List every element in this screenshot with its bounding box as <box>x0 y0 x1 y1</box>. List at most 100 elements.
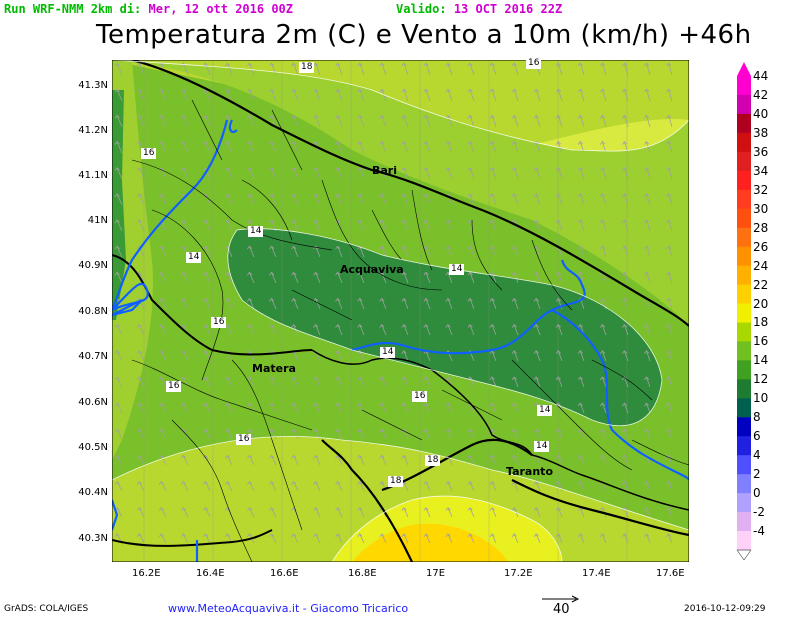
coastline-north <box>131 60 689 327</box>
legend-value: 24 <box>753 258 769 273</box>
legend-swatch <box>737 132 751 153</box>
contour-label: 14 <box>537 405 553 416</box>
city-acquaviva: Acquaviva <box>340 263 404 276</box>
legend-value: -4 <box>753 524 765 539</box>
lat-label: 41.3N <box>78 80 108 91</box>
legend-value: 0 <box>753 486 761 501</box>
contour-label: 14 <box>380 347 396 358</box>
city-taranto: Taranto <box>506 465 554 478</box>
legend-swatch <box>737 265 751 286</box>
map-title: Temperatura 2m (C) e Vento a 10m (km/h) … <box>96 20 752 50</box>
legend-top-arrow <box>737 62 751 76</box>
contour-label: 14 <box>534 441 550 452</box>
legend-value: 40 <box>753 106 769 121</box>
cold-core <box>227 228 662 426</box>
legend-value: 6 <box>753 429 761 444</box>
legend-swatch <box>737 379 751 399</box>
contour-label: 14 <box>449 264 465 275</box>
legend-swatch <box>737 151 751 172</box>
temperature-map <box>112 60 689 562</box>
legend-swatch <box>737 76 751 96</box>
legend-value: 34 <box>753 163 769 178</box>
legend-swatch <box>737 189 751 210</box>
legend-value: 42 <box>753 87 769 102</box>
valid-label: Valido: 13 OCT 2016 22Z <box>396 2 563 16</box>
wind-scale-value: 40 <box>553 602 570 617</box>
lon-label: 17E <box>426 568 446 579</box>
legend-swatch <box>737 512 751 532</box>
contour-label: 16 <box>526 58 542 69</box>
legend-value: -2 <box>753 505 765 520</box>
site-credit: www.MeteoAcquaviva.it - Giacomo Tricaric… <box>168 602 409 615</box>
lat-label: 40.9N <box>78 260 108 271</box>
legend-value: 8 <box>753 410 761 425</box>
contour-label: 14 <box>248 226 264 237</box>
contour-label: 16 <box>166 381 182 392</box>
legend-swatch <box>737 398 751 418</box>
legend-swatch <box>737 113 751 134</box>
lat-label: 40.4N <box>78 487 108 498</box>
legend-value: 28 <box>753 220 769 235</box>
lat-label: 40.5N <box>78 442 108 453</box>
wind-scale-arrow <box>542 595 580 603</box>
legend-swatch <box>737 474 751 494</box>
city-matera: Matera <box>252 362 296 375</box>
lon-label: 16.4E <box>196 568 225 579</box>
city-bari: Bari <box>372 164 398 177</box>
legend-value: 22 <box>753 277 769 292</box>
legend-swatch <box>737 341 751 361</box>
legend-value: 2 <box>753 467 761 482</box>
run-date: Mer, 12 ott 2016 00Z <box>148 2 294 16</box>
legend-swatch <box>737 360 751 380</box>
contour-label: 16 <box>236 434 252 445</box>
lon-label: 17.2E <box>504 568 533 579</box>
legend-swatch <box>737 436 751 456</box>
wind-arrows <box>114 62 673 544</box>
legend-value: 4 <box>753 448 761 463</box>
contour-label: 16 <box>211 317 227 328</box>
legend-bottom-arrow <box>736 549 752 561</box>
grads-credit: GrADS: COLA/IGES <box>4 604 89 614</box>
lat-label: 41.1N <box>78 170 108 181</box>
contour-label: 18 <box>299 62 315 73</box>
timestamp: 2016-10-12-09:29 <box>684 604 766 614</box>
legend-swatch <box>737 303 751 323</box>
lon-label: 17.6E <box>656 568 685 579</box>
legend-value: 44 <box>753 69 769 83</box>
legend-value: 12 <box>753 372 769 387</box>
lon-label: 16.6E <box>270 568 299 579</box>
lat-label: 40.7N <box>78 351 108 362</box>
contour-label: 16 <box>141 148 157 159</box>
legend-value: 16 <box>753 334 769 349</box>
legend-swatch <box>737 170 751 191</box>
contour-label: 18 <box>388 476 404 487</box>
legend-value: 10 <box>753 391 769 406</box>
legend-value: 32 <box>753 182 769 197</box>
legend-swatch <box>737 208 751 229</box>
legend-swatch <box>737 493 751 513</box>
legend-value: 36 <box>753 144 769 159</box>
lat-label: 41.2N <box>78 125 108 136</box>
color-legend <box>736 62 752 561</box>
valid-date: 13 OCT 2016 22Z <box>453 2 563 16</box>
lon-label: 17.4E <box>582 568 611 579</box>
contour-label: 14 <box>186 252 202 263</box>
lon-label: 16.2E <box>132 568 161 579</box>
legend-swatch <box>737 455 751 475</box>
lon-label: 16.8E <box>348 568 377 579</box>
legend-value: 30 <box>753 201 769 216</box>
legend-value: 26 <box>753 239 769 254</box>
legend-swatch <box>737 322 751 342</box>
coastline-gulf <box>321 439 413 562</box>
legend-swatch <box>737 246 751 267</box>
contour-label: 16 <box>412 391 428 402</box>
contour-label: 18 <box>425 455 441 466</box>
legend-value: 20 <box>753 296 769 311</box>
legend-value: 18 <box>753 315 769 330</box>
legend-swatch <box>737 284 751 305</box>
legend-value: 14 <box>753 353 769 368</box>
legend-value: 38 <box>753 125 769 140</box>
lat-label: 41N <box>87 215 108 226</box>
lat-label: 40.3N <box>78 533 108 544</box>
run-label: Run WRF-NMM 2km di: Mer, 12 ott 2016 00Z <box>4 2 294 16</box>
